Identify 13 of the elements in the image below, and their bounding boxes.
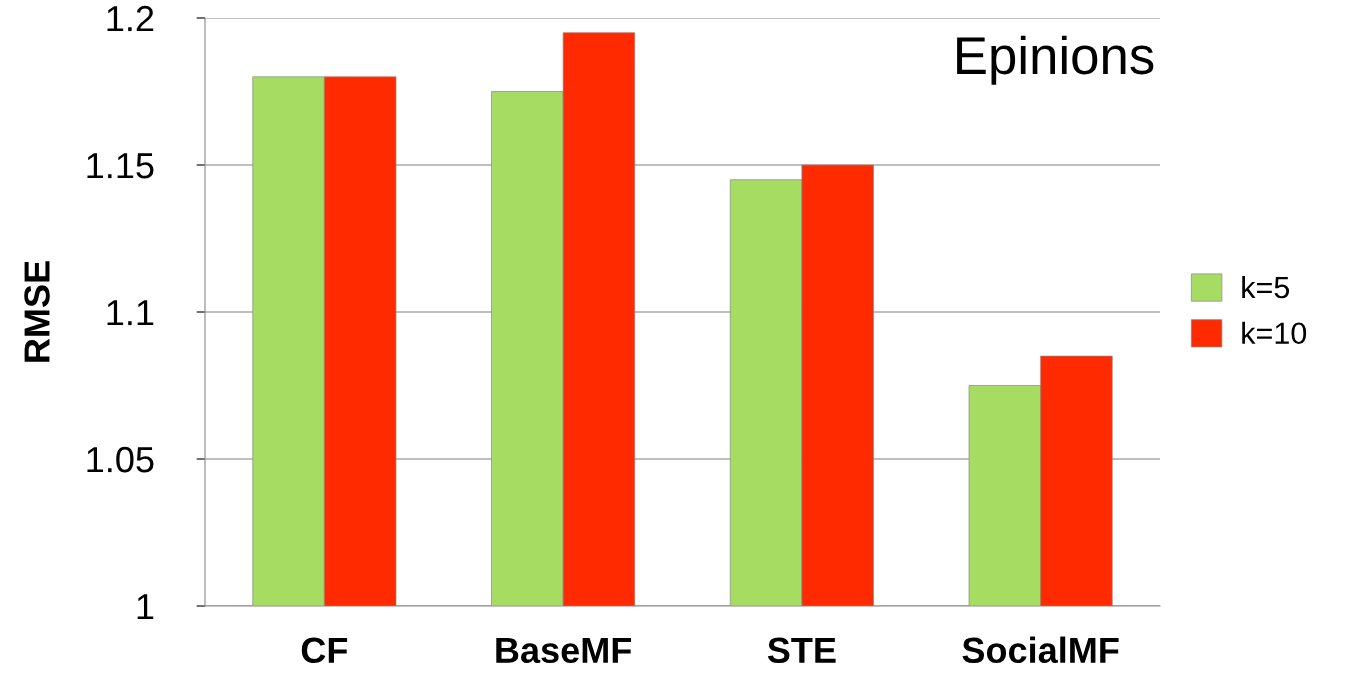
x-tick-label: STE (767, 637, 836, 664)
annotation: Epinions (957, 35, 1154, 85)
y-tick-label: 1 (137, 594, 154, 620)
x-tick-label: SocialMF (962, 636, 1119, 664)
y-tick-label: 1.2 (107, 5, 154, 32)
y-tick-label: 1.05 (87, 446, 154, 473)
legend-label: k=5 (1242, 275, 1290, 299)
legend-label: k=10 (1242, 321, 1307, 345)
y-tick-label: 1.15 (87, 153, 154, 179)
y-axis-title: RMSE (24, 261, 50, 362)
x-tick-label: BaseMF (496, 637, 632, 664)
x-tick-label: CF (301, 637, 348, 664)
y-tick-label: 1.1 (107, 300, 154, 326)
